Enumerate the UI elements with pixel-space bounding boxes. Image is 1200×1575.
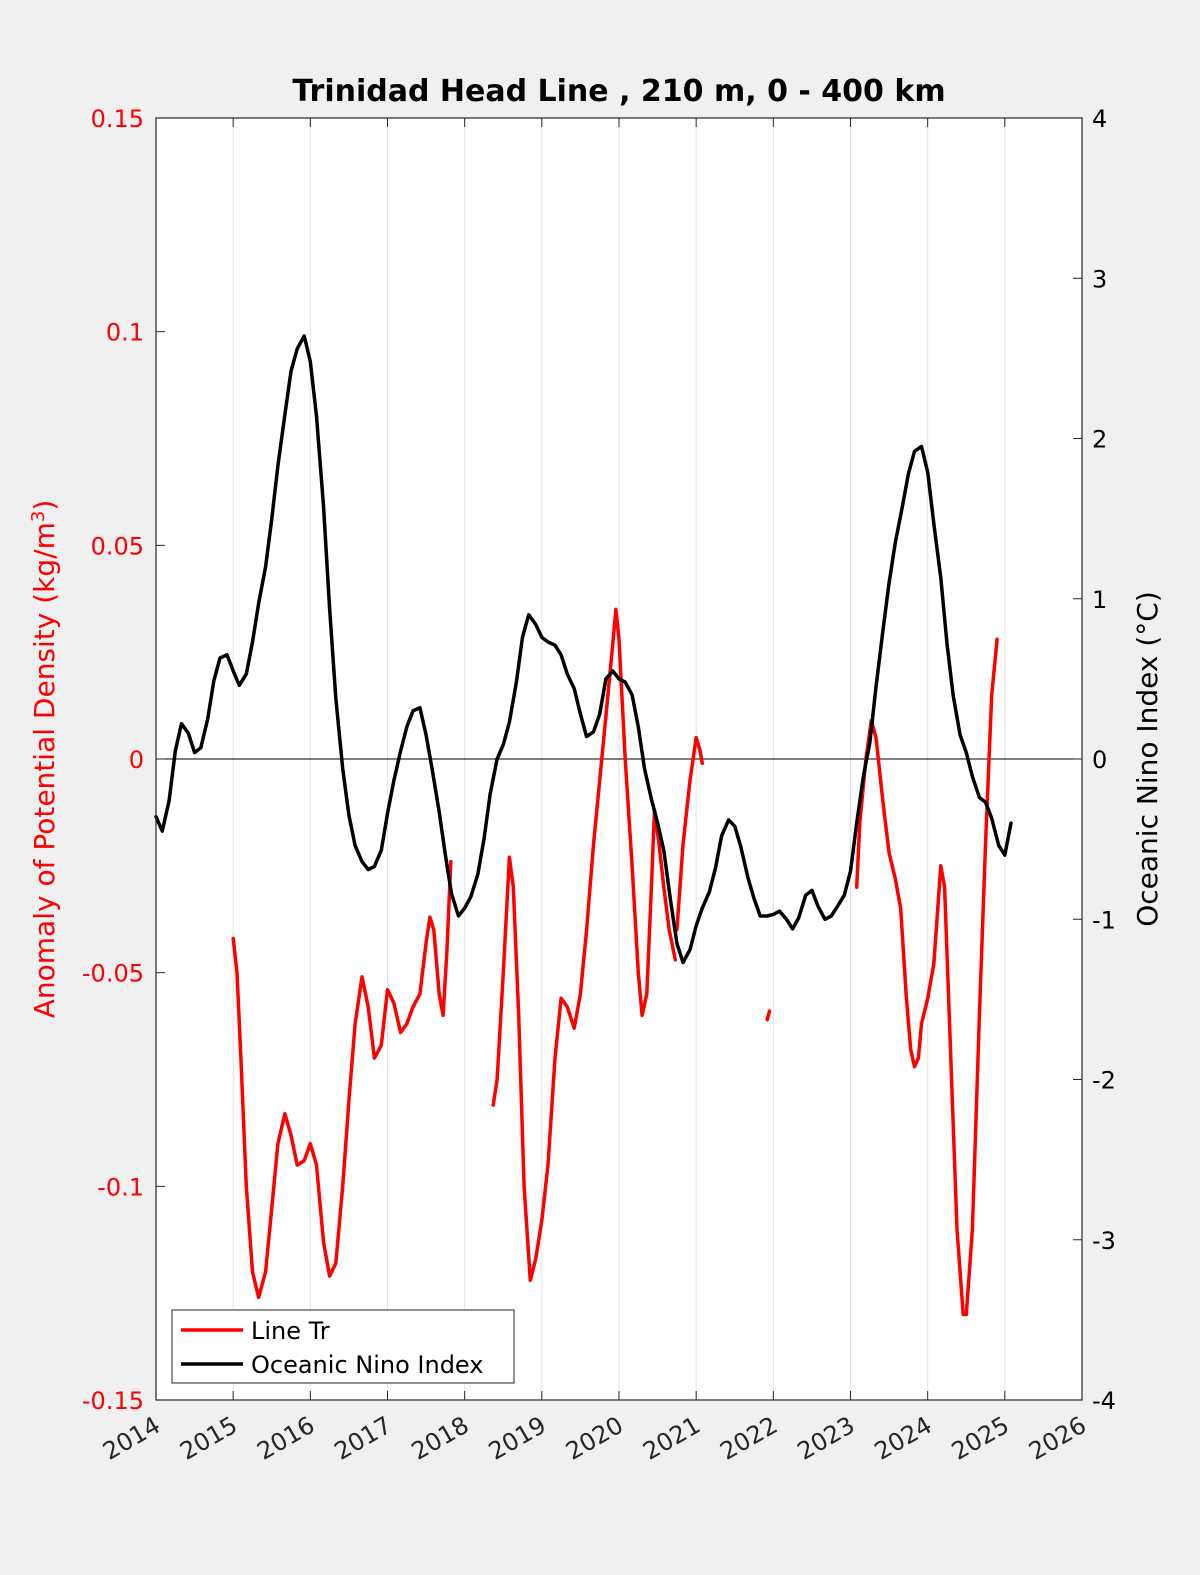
legend: Line Tr Oceanic Nino Index (171, 1309, 515, 1384)
left-tick-label-0: 0 (129, 746, 144, 774)
right-axis-label: Oceanic Nino Index (°C) (1131, 591, 1164, 927)
right-tick-label--4: -4 (1092, 1387, 1116, 1415)
legend-label-oni: Oceanic Nino Index (251, 1351, 483, 1379)
right-tick-label--2: -2 (1092, 1067, 1116, 1095)
left-tick-label-0.05: 0.05 (91, 532, 144, 560)
left-tick-label-0.15: 0.15 (91, 105, 144, 133)
right-tick-label-0: 0 (1092, 746, 1107, 774)
left-tick-label--0.1: -0.1 (97, 1173, 144, 1201)
series-line-tr-segment-0 (231, 859, 453, 1300)
series-line-tr-segment-1 (491, 607, 678, 1283)
right-tick-label--3: -3 (1092, 1227, 1116, 1255)
right-tick-label-3: 3 (1092, 265, 1107, 293)
series-oceanic-nino-index-segment-0 (154, 334, 1013, 965)
left-tick-label--0.15: -0.15 (82, 1387, 144, 1415)
chart-title: Trinidad Head Line , 210 m, 0 - 400 km (292, 74, 945, 109)
left-axis-label-close: ) (28, 500, 61, 511)
series-layer (154, 334, 1013, 1317)
series-line-tr-segment-2 (675, 735, 705, 932)
left-axis-ticks: -0.15 -0.1 -0.05 0 0.05 0.1 0.15 (82, 105, 165, 1415)
series-line-tr-segment-3 (765, 1009, 772, 1022)
legend-label-line-tr: Line Tr (251, 1317, 330, 1345)
right-tick-label-2: 2 (1092, 426, 1107, 454)
legend-box (171, 1309, 515, 1384)
right-tick-label-1: 1 (1092, 586, 1107, 614)
right-tick-label--1: -1 (1092, 906, 1116, 934)
left-axis-label-main: Anomaly of Potential Density (kg/m (28, 522, 61, 1018)
left-tick-label--0.05: -0.05 (82, 960, 144, 988)
right-tick-label-4: 4 (1092, 105, 1107, 133)
series-line-tr-segment-4 (854, 637, 999, 1317)
left-axis-label-superscript: 3 (28, 511, 49, 522)
left-tick-label-0.1: 0.1 (106, 319, 144, 347)
left-axis-label: Anomaly of Potential Density (kg/m3) (28, 500, 61, 1019)
right-axis-ticks: -4 -3 -2 -1 0 1 2 3 4 (1073, 105, 1116, 1415)
